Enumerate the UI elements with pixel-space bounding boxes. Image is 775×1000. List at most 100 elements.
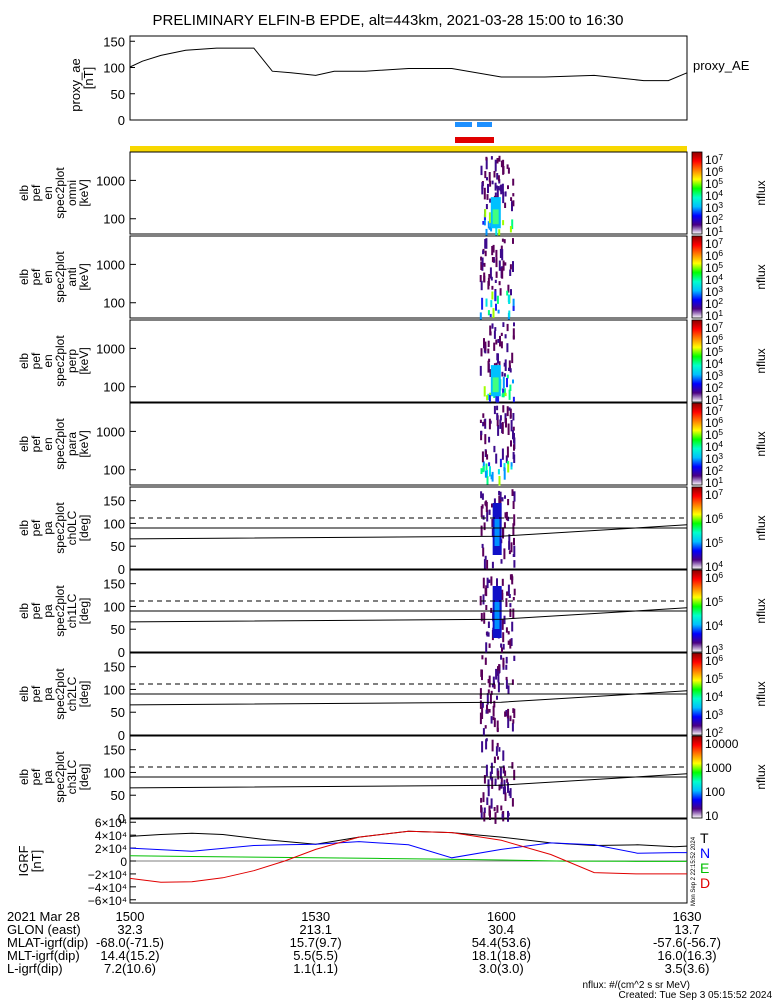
spec-pixel <box>505 676 508 681</box>
spec-pixel <box>496 578 498 590</box>
spec-pixel <box>486 194 489 200</box>
spec-pixel <box>513 491 516 502</box>
spec-pixel <box>506 164 509 169</box>
spec-ylabel: ch0LC <box>65 510 79 545</box>
spec-pixel <box>501 268 504 279</box>
spec-pixel <box>510 197 513 201</box>
spec-ylabel: elb <box>17 269 31 285</box>
spec-pixel <box>498 784 501 791</box>
spec-pixel <box>479 595 482 606</box>
spec-pixel <box>512 305 515 311</box>
spec-pixel <box>502 750 505 761</box>
time-row-value: 3.0(3.0) <box>479 961 524 976</box>
spec-pixel <box>498 155 501 162</box>
spec-pixel <box>482 421 485 427</box>
spec-ylabel: pef <box>29 768 43 785</box>
spec-panel-en-para: 1001000elbpefenspec2plotpara[keV]1071061… <box>17 402 768 490</box>
spec-pixel <box>508 534 511 542</box>
spec-pixel <box>504 792 507 801</box>
colorbar-tick-label: 105 <box>705 594 723 609</box>
spec-ylabel: pef <box>29 519 43 536</box>
colorbar-tick-label: 107 <box>705 487 723 502</box>
spec-pixel <box>496 405 499 411</box>
spec-pixel <box>509 368 512 373</box>
spec-panel-en-omni: 1001000elbpefenspec2plotomni[keV]1071061… <box>17 151 768 239</box>
ae-ytick-label: 50 <box>111 87 125 102</box>
spec-pixel <box>484 434 487 445</box>
spec-pixel <box>502 392 505 398</box>
spec-pixel <box>499 288 502 296</box>
spec-pixel <box>488 226 491 230</box>
spec-pixel <box>480 348 483 357</box>
colorbar-tick-label: 10000 <box>705 737 739 751</box>
spec-pixel <box>502 159 505 168</box>
spec-pixel <box>484 341 487 351</box>
spec-pixel <box>486 708 489 714</box>
spec-pixel <box>495 396 498 408</box>
spec-ylabel: spec2plot <box>53 167 67 219</box>
spec-pixel <box>483 338 485 349</box>
pa-ytick-label: 50 <box>111 705 125 720</box>
colorbar <box>691 319 703 403</box>
pa-ytick-label: 50 <box>111 539 125 554</box>
spec-pixel <box>488 509 491 515</box>
spec-ylabel: elb <box>17 603 31 619</box>
spec-pixel <box>483 559 486 569</box>
spec-pixel <box>491 323 494 329</box>
spec-pixel <box>486 470 488 478</box>
spec-pixel <box>489 694 492 704</box>
spec-pixel <box>486 177 488 181</box>
spec-pixel <box>499 767 502 779</box>
spec-panel-en-anti: 1001000elbpefenspec2plotanti[keV]1071061… <box>17 235 768 323</box>
spec-pixel <box>481 655 484 660</box>
spec-pixel <box>513 514 516 526</box>
spec-pixel <box>490 474 493 480</box>
spec-pixel <box>501 589 504 600</box>
time-tick-label: 1500 <box>116 909 145 924</box>
spec-pixel <box>481 185 484 195</box>
time-row-value: -68.0(-71.5) <box>96 935 164 950</box>
spec-pixel <box>502 165 505 175</box>
spec-pixel <box>511 219 514 230</box>
spec-pixel <box>493 807 496 812</box>
spec-ylabel: pa <box>41 521 55 535</box>
spec-pixel <box>498 281 501 286</box>
spec-pixel <box>492 705 495 717</box>
spec-pixel <box>490 716 493 724</box>
spec-pixel <box>482 547 485 557</box>
spec-pixel <box>483 775 486 784</box>
spec-pixel <box>487 689 490 694</box>
pa-ytick-label: 50 <box>111 788 125 803</box>
pa-ytick-label: 100 <box>103 516 125 531</box>
spec-pixel <box>512 379 514 384</box>
spec-pixel <box>509 226 512 233</box>
spec-pixel <box>485 709 488 714</box>
time-row-value: 5.5(5.5) <box>293 948 338 963</box>
spec-pixel <box>512 193 515 197</box>
spec-pixel <box>512 608 515 619</box>
spec-pixel <box>508 360 511 371</box>
colorbar-label: nflux <box>754 598 768 623</box>
spec-pixel <box>489 198 492 203</box>
igrf-ylabel-unit: [nT] <box>29 850 44 872</box>
spec-pixel <box>488 462 491 467</box>
spec-pixel <box>512 413 515 421</box>
spec-pixel <box>487 360 490 373</box>
spec-pixel <box>503 373 506 377</box>
spec-pixel <box>493 171 496 178</box>
spec-pixel <box>492 244 495 253</box>
spec-pixel <box>504 191 507 197</box>
spec-pixel <box>482 577 485 589</box>
spec-pixel <box>502 643 505 650</box>
spec-pixel <box>479 419 482 423</box>
spec-pixel <box>496 173 499 180</box>
spec-pixel <box>509 608 512 617</box>
spec-pixel <box>496 158 499 164</box>
spec-pixel <box>501 497 504 502</box>
igrf-ytick-label: 2×10⁴ <box>95 842 127 856</box>
red-bar <box>455 137 494 143</box>
spec-pixel <box>495 746 498 756</box>
spec-pixel <box>504 262 507 266</box>
time-row-value: 32.3 <box>117 922 142 937</box>
